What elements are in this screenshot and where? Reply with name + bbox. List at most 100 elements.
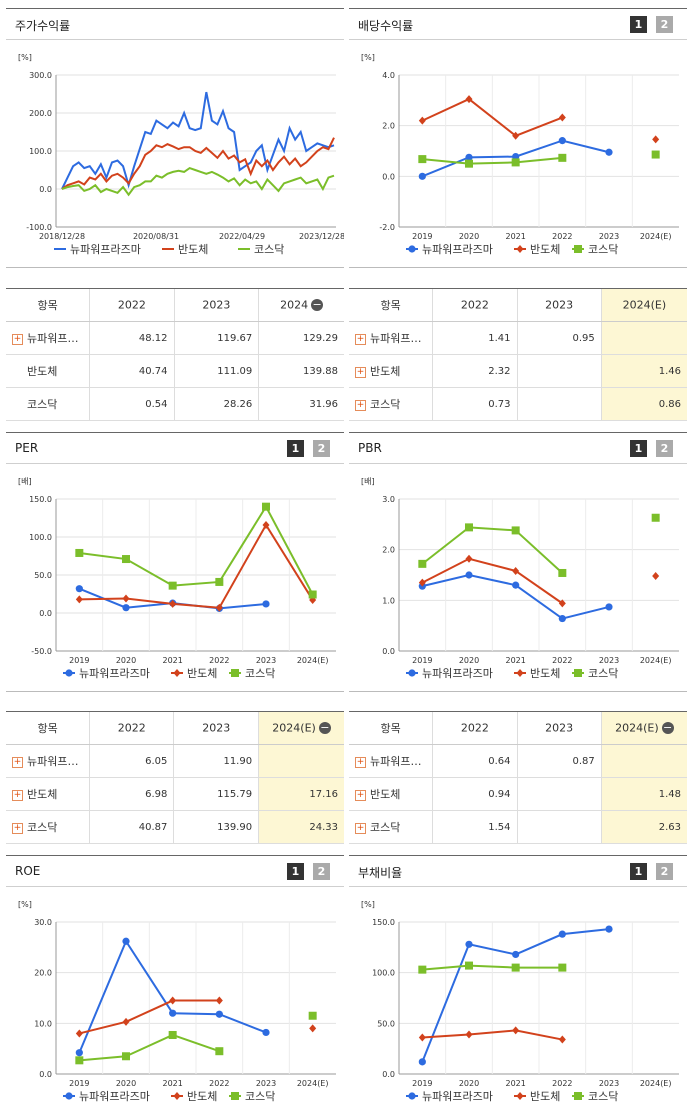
page-1-button[interactable]: 1 bbox=[287, 440, 304, 457]
value-cell: 0.87 bbox=[516, 744, 602, 778]
row-name-cell: + 코스닥 bbox=[349, 810, 433, 844]
value-cell: 40.87 bbox=[89, 810, 174, 844]
collapse-icon[interactable]: − bbox=[318, 721, 331, 735]
data-point bbox=[651, 513, 660, 522]
data-point bbox=[308, 590, 317, 599]
row-name: 반도체 bbox=[370, 365, 401, 378]
row-name: 뉴파워프… bbox=[27, 755, 79, 768]
data-point bbox=[512, 566, 520, 575]
data-point bbox=[512, 152, 520, 161]
data-point bbox=[75, 548, 84, 557]
x-tick-label: 2021 bbox=[505, 1079, 525, 1088]
pbr-panel: PBR 1 2 [배] 3.0 2.0 1.0 0.0 2019 2020 2021 2022 2… bbox=[349, 432, 687, 692]
data-point bbox=[465, 153, 473, 161]
data-point bbox=[75, 1049, 83, 1057]
x-tick-label: 2020 bbox=[459, 232, 479, 241]
page-2-button[interactable]: 2 bbox=[313, 863, 330, 880]
legend-marker bbox=[65, 669, 73, 677]
column-header-label: 2023 bbox=[202, 721, 231, 735]
data-point bbox=[308, 1011, 317, 1020]
data-point bbox=[512, 581, 520, 589]
divider bbox=[349, 267, 687, 268]
data-point bbox=[418, 155, 427, 164]
table-row: + 코스닥 1.54 2.63 bbox=[349, 810, 687, 844]
column-header: 2023 bbox=[173, 711, 259, 745]
column-header-label: 항목 bbox=[380, 722, 401, 735]
column-header: 2024(E) − bbox=[258, 711, 344, 745]
data-point bbox=[122, 937, 130, 945]
panel-title: PBR bbox=[358, 441, 382, 455]
table-row: + 뉴파워프… 6.05 11.90 bbox=[6, 744, 344, 778]
x-tick-label: 2023 bbox=[256, 1079, 276, 1088]
y-tick-label: 150.0 bbox=[372, 918, 395, 927]
column-header: 2023 bbox=[516, 288, 602, 322]
series-line-1 bbox=[421, 97, 563, 137]
data-point bbox=[122, 594, 130, 603]
value-cell: 6.98 bbox=[89, 777, 174, 811]
value-cell: 119.67 bbox=[173, 321, 259, 355]
data-point bbox=[465, 1030, 473, 1039]
series-line-1 bbox=[61, 137, 335, 190]
page-1-button[interactable]: 1 bbox=[630, 16, 647, 33]
collapse-icon[interactable]: − bbox=[661, 721, 674, 735]
panel-header: ROE 1 2 bbox=[6, 855, 344, 887]
value-cell bbox=[600, 744, 687, 778]
y-tick-label: 100.0 bbox=[29, 147, 52, 156]
legend-label: 뉴파워프라즈마 bbox=[422, 667, 493, 680]
legend-marker bbox=[65, 1092, 73, 1100]
data-point bbox=[168, 1030, 177, 1039]
page-2-button[interactable]: 2 bbox=[313, 440, 330, 457]
x-tick-label: 2021 bbox=[162, 656, 182, 665]
x-tick-label: 2024(E) bbox=[640, 1079, 672, 1088]
value-cell: 48.12 bbox=[89, 321, 174, 355]
data-point bbox=[262, 520, 270, 529]
collapse-icon[interactable]: − bbox=[311, 298, 324, 312]
data-point bbox=[465, 159, 473, 168]
legend-label: 뉴파워프라즈마 bbox=[79, 667, 150, 680]
y-tick-label: 100.0 bbox=[372, 969, 395, 978]
roe-chart: [%]30.0 20.0 10.0 0.0 2019 2020 2021 2022 2023 20… bbox=[18, 900, 336, 1103]
expand-plus-icon[interactable]: + bbox=[355, 822, 366, 834]
x-tick-label: 2020/08/31 bbox=[133, 232, 179, 241]
value-cell: 1.46 bbox=[600, 354, 687, 388]
data-point bbox=[512, 1026, 520, 1035]
expand-plus-icon[interactable]: + bbox=[355, 399, 366, 411]
expand-plus-icon[interactable]: + bbox=[355, 333, 366, 345]
expand-plus-icon[interactable]: + bbox=[355, 789, 366, 801]
data-point bbox=[215, 1047, 224, 1056]
expand-plus-icon[interactable]: + bbox=[355, 756, 366, 768]
data-point bbox=[558, 963, 567, 972]
row-name: 뉴파워프… bbox=[370, 332, 422, 345]
page-2-button[interactable]: 2 bbox=[656, 16, 673, 33]
expand-plus-icon[interactable]: + bbox=[12, 756, 23, 768]
data-point bbox=[262, 600, 270, 608]
expand-plus-icon[interactable]: + bbox=[12, 789, 23, 801]
legend-label: 코스닥 bbox=[588, 243, 618, 256]
data-point bbox=[169, 996, 177, 1005]
page-1-button[interactable]: 1 bbox=[630, 863, 647, 880]
x-tick-label: 2022 bbox=[552, 1079, 572, 1088]
column-header: 2024(E) − bbox=[600, 711, 687, 745]
page-2-button[interactable]: 2 bbox=[656, 440, 673, 457]
page-1-button[interactable]: 1 bbox=[287, 863, 304, 880]
expand-plus-icon[interactable]: + bbox=[355, 366, 366, 378]
data-point bbox=[169, 599, 177, 608]
panel-title: PER bbox=[15, 441, 39, 455]
legend-marker bbox=[408, 669, 416, 677]
expand-plus-icon[interactable]: + bbox=[12, 333, 23, 345]
value-cell: 139.88 bbox=[258, 354, 344, 388]
column-header: 2022 bbox=[432, 288, 517, 322]
row-name-cell: + 뉴파워프… bbox=[349, 744, 433, 778]
row-name-cell: + 뉴파워프… bbox=[6, 321, 90, 355]
data-point bbox=[418, 1033, 426, 1042]
legend-marker bbox=[574, 245, 582, 253]
data-point bbox=[605, 148, 613, 156]
data-point bbox=[215, 577, 224, 586]
series-line-2 bbox=[79, 504, 314, 595]
expand-plus-icon[interactable]: + bbox=[12, 822, 23, 834]
panel-title: 부채비율 bbox=[358, 866, 403, 880]
per-panel: PER 1 2 [배] 150.0 100.0 50.0 0.0 -50.0 2019 202… bbox=[6, 432, 344, 692]
page-2-button[interactable]: 2 bbox=[656, 863, 673, 880]
page-1-button[interactable]: 1 bbox=[630, 440, 647, 457]
